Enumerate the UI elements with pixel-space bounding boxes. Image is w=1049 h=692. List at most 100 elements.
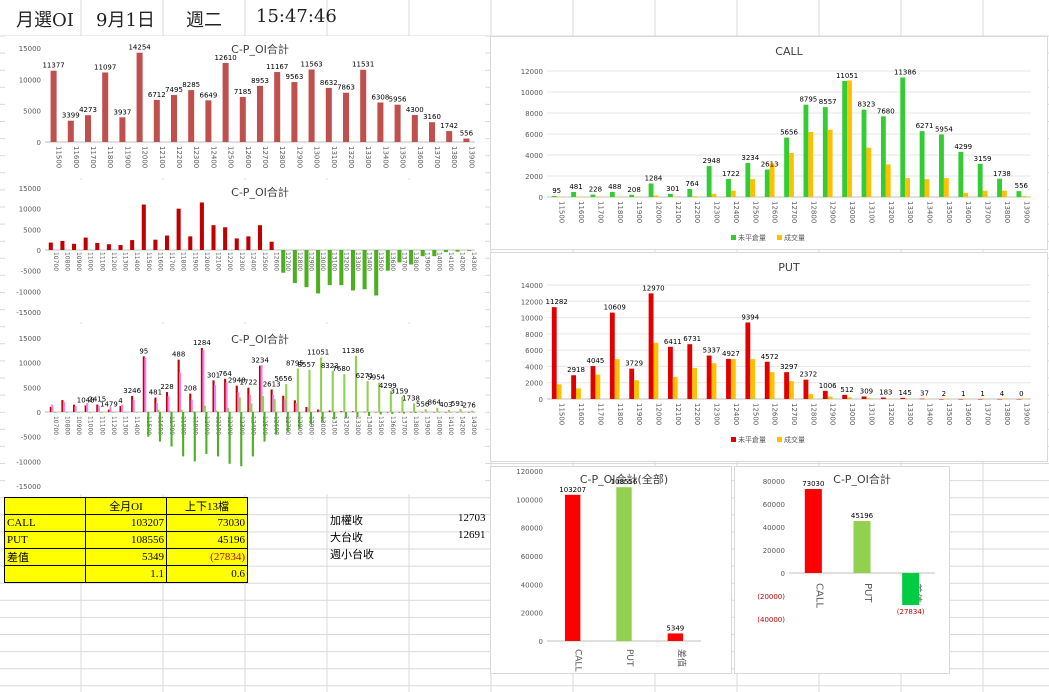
- bar: [900, 77, 906, 197]
- y-tick-label: 10000: [521, 315, 543, 323]
- bar: [123, 412, 127, 413]
- bar: [248, 394, 251, 412]
- y-tick-label: 6000: [525, 131, 543, 139]
- row-label[interactable]: PUT: [4, 531, 86, 549]
- chart-call[interactable]: CALL 12000 10000 8000 6000 4000 2000 0 11500 1160…: [490, 36, 1048, 250]
- cell-value[interactable]: 73030: [166, 514, 248, 532]
- bar: [919, 398, 925, 400]
- cell-value[interactable]: 1.1: [85, 565, 167, 583]
- x-tick-label: 11800: [616, 201, 624, 223]
- bar: [804, 489, 822, 573]
- bar: [711, 363, 717, 399]
- weighted-close-value[interactable]: 12703: [458, 512, 486, 524]
- table-header[interactable]: 上下13檔: [166, 497, 248, 515]
- bar: [363, 411, 366, 413]
- bar: [192, 410, 195, 412]
- table-header[interactable]: 全月OI: [85, 497, 167, 515]
- cell-value[interactable]: 45196: [166, 531, 248, 549]
- bar: [963, 192, 969, 197]
- bar: [449, 412, 452, 413]
- row-label[interactable]: 差值: [4, 548, 86, 566]
- cell-value[interactable]: 0.6: [166, 565, 248, 583]
- data-label: 864: [428, 399, 442, 407]
- bar: [808, 131, 814, 197]
- x-tick-label: 11700: [89, 146, 97, 168]
- bar: [330, 410, 333, 412]
- bar: [95, 242, 100, 250]
- bar: [388, 411, 391, 413]
- bar: [164, 235, 170, 250]
- bar: [320, 357, 323, 412]
- bar: [89, 412, 92, 413]
- chart-cp-oi-13[interactable]: C-P_OI合計 80000 60000 40000 20000 0 (20000) (400…: [734, 466, 950, 674]
- bar: [223, 227, 228, 250]
- bar: [61, 400, 64, 412]
- cell-value[interactable]: 5349: [85, 548, 167, 566]
- x-tick-label: 11400: [133, 416, 140, 435]
- bar: [827, 129, 833, 197]
- data-label: 11051: [307, 348, 329, 356]
- bar: [292, 250, 297, 284]
- bar: [413, 403, 416, 412]
- data-label: 556: [460, 130, 474, 138]
- x-tick-label: 13400: [926, 201, 934, 223]
- x-tick-label: CALL: [573, 649, 583, 671]
- bar: [420, 250, 425, 257]
- chart-cp-oi-all[interactable]: C-P_OI合計(全部) 120000 100000 80000 60000 40000 2…: [490, 466, 732, 674]
- y-tick-label: 60000: [763, 501, 785, 509]
- cell-value[interactable]: 103207: [85, 514, 167, 532]
- data-label: 3159: [391, 387, 409, 395]
- bar: [595, 196, 601, 198]
- bar: [411, 115, 418, 142]
- bar: [1021, 399, 1027, 400]
- bar: [447, 410, 450, 412]
- table-header[interactable]: [4, 497, 86, 515]
- bar: [317, 409, 320, 412]
- chart-cp-oi-diff[interactable]: C-P_OI合計 15000 10000 5000 0 -5000 -10000 -15000…: [5, 180, 485, 322]
- x-tick-label: 13700: [433, 146, 441, 168]
- chart-cp-oi-top[interactable]: C-P_OI合計 15000 10000 5000 0 11500 11600 11700 11…: [5, 36, 485, 178]
- bar: [263, 412, 266, 442]
- bar: [428, 122, 436, 142]
- data-label: 7495: [165, 86, 183, 94]
- x-tick-label: 11500: [558, 403, 566, 425]
- table-row: 1.1 0.6: [4, 565, 248, 583]
- y-tick-label: 12000: [521, 298, 543, 306]
- x-tick-label: 14100: [447, 252, 454, 271]
- bar: [65, 412, 68, 413]
- x-tick-label: 12700: [790, 403, 798, 425]
- bar: [216, 412, 220, 457]
- bar: [251, 412, 254, 457]
- summary-table: 全月OI 上下13檔 CALL 103207 73030 PUT 108556 …: [4, 497, 248, 583]
- data-label: 183: [879, 389, 892, 397]
- bar: [158, 412, 161, 442]
- cell-value[interactable]: 108556: [85, 531, 167, 549]
- data-label: 9394: [741, 314, 759, 322]
- tx-close-label: 大台收: [330, 532, 363, 544]
- row-label[interactable]: [4, 565, 86, 583]
- data-label: 764: [218, 370, 232, 378]
- bar: [467, 250, 472, 251]
- bar: [414, 412, 417, 413]
- bar: [272, 394, 275, 412]
- tx-close-value[interactable]: 12691: [458, 529, 486, 541]
- x-tick-label: 12800: [809, 403, 817, 425]
- bar: [885, 164, 891, 197]
- bar: [692, 368, 698, 399]
- cell-value[interactable]: (27834): [166, 548, 248, 566]
- chart-put[interactable]: PUT 14000 12000 10000 8000 6000 4000 2000 0 11500…: [490, 252, 1048, 462]
- y-tick-label: 5000: [23, 108, 41, 116]
- chart-cp-oi-combined[interactable]: C-P_OI合計 15000 10000 5000 0 -5000 -10000 -15000…: [5, 324, 485, 494]
- bar: [199, 202, 204, 250]
- x-tick-label: 13800: [1003, 403, 1011, 425]
- bar: [745, 322, 751, 399]
- data-label: 5349: [666, 624, 684, 632]
- data-label: 1006: [819, 382, 837, 390]
- x-tick-label: 12600: [244, 146, 252, 168]
- bar: [74, 406, 77, 412]
- data-label: 8632: [320, 79, 338, 87]
- x-tick-label: 12400: [209, 146, 217, 168]
- data-label: 4: [1000, 390, 1005, 398]
- x-tick-label: 13400: [366, 252, 373, 271]
- row-label[interactable]: CALL: [4, 514, 86, 532]
